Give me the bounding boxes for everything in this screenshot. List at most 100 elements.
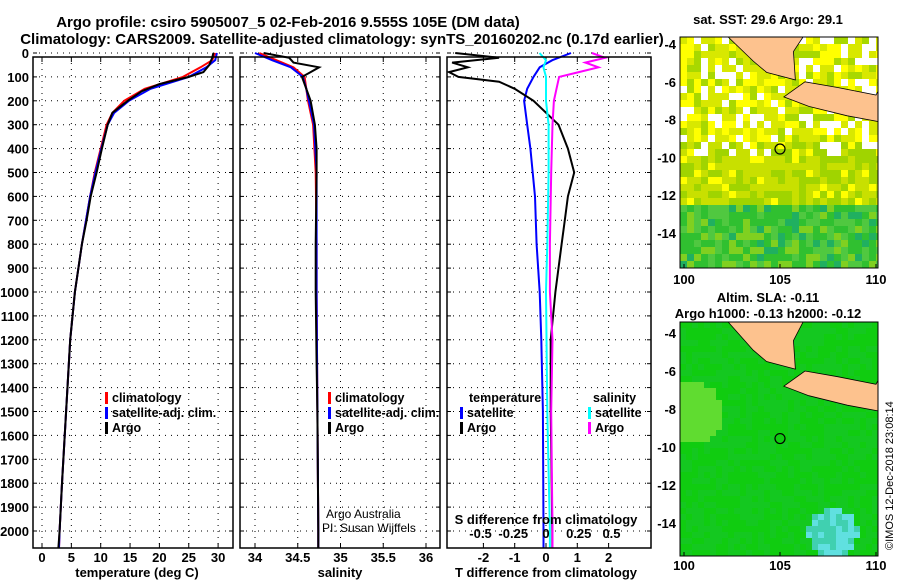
map-cell [785, 79, 793, 87]
map-cell [806, 520, 813, 527]
depth-tick-label: 0 [22, 46, 29, 61]
map-cell [860, 526, 867, 533]
map-cell [848, 436, 855, 443]
map-cell [729, 121, 737, 129]
map-cell [757, 65, 765, 73]
map-cell [824, 406, 831, 413]
map-cell [860, 406, 867, 413]
map-cell [710, 418, 717, 425]
map-cell [704, 358, 711, 365]
map-cell [734, 394, 741, 401]
map-cell [806, 424, 813, 431]
map-cell [841, 191, 849, 199]
map-cell [770, 478, 777, 485]
legend-swatch [328, 407, 331, 419]
map-cell [698, 490, 705, 497]
map-cell [794, 334, 801, 341]
map-cell [848, 550, 855, 556]
map-cell [848, 51, 856, 59]
map-cell [728, 496, 735, 503]
map-cell [848, 254, 856, 262]
map-cell [782, 490, 789, 497]
map-cell [860, 334, 867, 341]
map-cell [842, 514, 849, 521]
map-cell [818, 406, 825, 413]
map-cell [746, 532, 753, 539]
map-cell [827, 128, 835, 136]
map-cell [869, 261, 877, 268]
map-cell [848, 526, 855, 533]
map-cell [692, 370, 699, 377]
map-cell [740, 418, 747, 425]
map-cell [694, 114, 702, 122]
map-cell [794, 400, 801, 407]
map-cell [728, 358, 735, 365]
map-cell [734, 412, 741, 419]
map-cell [806, 472, 813, 479]
map-cell [752, 394, 759, 401]
map-cell [729, 177, 737, 185]
depth-tick-label: 700 [7, 213, 29, 228]
map-cell [792, 261, 800, 268]
map-cell [698, 544, 705, 551]
map-cell [764, 86, 772, 94]
map-cell [820, 58, 828, 66]
map-cell [866, 370, 873, 377]
map-cell [743, 156, 751, 164]
map-cell [794, 466, 801, 473]
map-cell [743, 205, 751, 213]
map-cell [722, 219, 730, 227]
map-cell [686, 496, 693, 503]
map-cell [722, 550, 729, 556]
map-cell [750, 163, 758, 171]
map-cell [834, 226, 842, 234]
map-cell [734, 388, 741, 395]
map-cell [848, 514, 855, 521]
map-cell [770, 466, 777, 473]
map-cell [708, 72, 716, 80]
map-cell [716, 454, 723, 461]
map-cell [758, 358, 765, 365]
map-cell [708, 198, 716, 206]
map-cell [872, 472, 878, 479]
map-cell [855, 184, 863, 192]
map-cell [736, 121, 744, 129]
map-cell [771, 170, 779, 178]
map-cell [710, 526, 717, 533]
map-cell [710, 466, 717, 473]
map-cell [862, 163, 870, 171]
map-cell [806, 430, 813, 437]
map-cell [830, 538, 837, 545]
series-line-argo [57, 52, 215, 548]
series-line-satellite-adj-clim- [58, 52, 218, 548]
map-cell [770, 400, 777, 407]
map-cell [750, 198, 758, 206]
map-cell [848, 79, 856, 87]
map-cell [764, 490, 771, 497]
map-cell [806, 532, 813, 539]
map-cell [758, 460, 765, 467]
map-cell [687, 163, 695, 171]
map-cell [752, 532, 759, 539]
map-cell [841, 58, 849, 66]
map-cell [734, 424, 741, 431]
map-cell [782, 394, 789, 401]
map-cell [876, 184, 878, 192]
map-cell [758, 370, 765, 377]
map-cell [785, 205, 793, 213]
map-cell [710, 382, 717, 389]
map-cell [813, 149, 821, 157]
map-cell [734, 382, 741, 389]
map-cell [715, 51, 723, 59]
map-cell [722, 442, 729, 449]
map-cell [860, 496, 867, 503]
map-cell [836, 550, 843, 556]
map-cell [836, 352, 843, 359]
map-cell [806, 460, 813, 467]
map-cell [740, 406, 747, 413]
map-cell [824, 430, 831, 437]
map-cell [701, 107, 709, 115]
map-cell [830, 532, 837, 539]
map-cell [692, 538, 699, 545]
map-cell [794, 508, 801, 515]
